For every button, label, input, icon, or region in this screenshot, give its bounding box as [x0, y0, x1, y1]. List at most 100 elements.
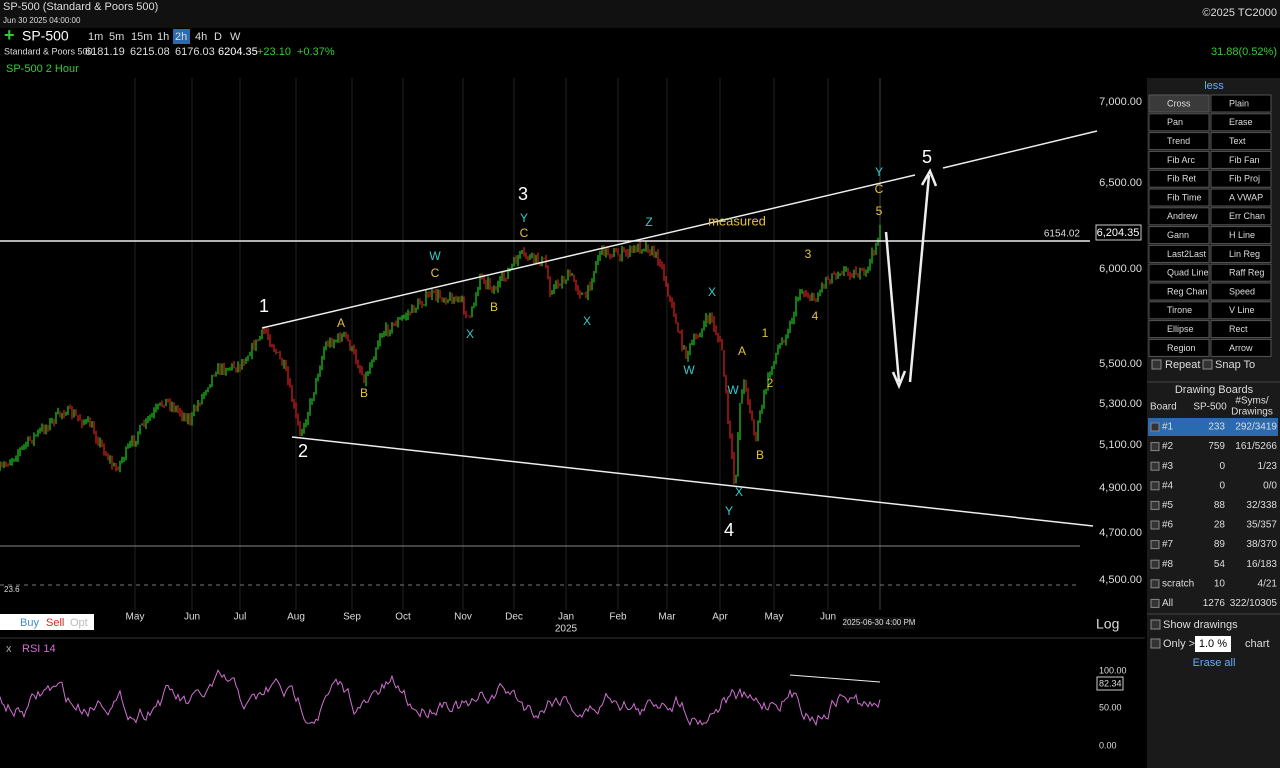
- board-syms: 161/5266: [1235, 441, 1277, 452]
- tool-button[interactable]: [1210, 263, 1272, 282]
- tool-button[interactable]: [1148, 320, 1210, 339]
- tool-label: Plain: [1229, 98, 1249, 108]
- tool-button[interactable]: [1148, 94, 1210, 113]
- tool-label: Fib Time: [1167, 192, 1202, 202]
- timeframe[interactable]: 1m: [88, 31, 103, 43]
- tool-button[interactable]: [1210, 188, 1272, 207]
- tool-button[interactable]: [1148, 113, 1210, 132]
- timeframe[interactable]: W: [230, 31, 241, 43]
- window-title: SP-500 (Standard & Poors 500): [3, 1, 158, 13]
- price-tick-label: 4,500.00: [1099, 574, 1142, 586]
- tool-button[interactable]: [1210, 320, 1272, 339]
- tool-button[interactable]: [1210, 301, 1272, 320]
- timeframe[interactable]: 15m: [131, 31, 152, 43]
- price-tick-label: 5,500.00: [1099, 358, 1142, 370]
- chart-label: SP-500 2 Hour: [6, 63, 79, 75]
- month-label: Dec: [505, 612, 523, 623]
- time-box: [844, 617, 914, 629]
- tool-button[interactable]: [1210, 226, 1272, 245]
- tool-button[interactable]: [1148, 132, 1210, 151]
- tool-button[interactable]: [1210, 207, 1272, 226]
- board-name: #2: [1162, 441, 1174, 452]
- opt[interactable]: Opt: [70, 617, 88, 629]
- snap-box[interactable]: [1202, 359, 1213, 370]
- add-icon[interactable]: +: [4, 25, 15, 45]
- change: +23.10: [257, 46, 291, 58]
- tool-button[interactable]: [1210, 150, 1272, 169]
- wave-label: 3: [805, 247, 812, 261]
- board-syms: 1/23: [1258, 461, 1278, 472]
- tool-button[interactable]: [1148, 207, 1210, 226]
- board-check[interactable]: [1150, 442, 1160, 452]
- show-box[interactable]: [1150, 619, 1161, 630]
- board-name: scratch: [1162, 578, 1194, 589]
- board-check[interactable]: [1150, 559, 1160, 569]
- tool-button[interactable]: [1148, 226, 1210, 245]
- board-check[interactable]: [1150, 500, 1160, 510]
- board-check[interactable]: [1150, 461, 1160, 471]
- board-name: #5: [1162, 500, 1174, 511]
- tool-label: Fib Ret: [1167, 174, 1197, 184]
- buy[interactable]: Buy: [20, 617, 39, 629]
- tool-label: Last2Last: [1167, 249, 1207, 259]
- tool-button[interactable]: [1148, 188, 1210, 207]
- show-drawings: Show drawings: [1163, 619, 1238, 631]
- high: 6215.08: [130, 46, 170, 58]
- month-label: Nov: [454, 612, 472, 623]
- only-box[interactable]: [1150, 638, 1161, 649]
- tool-label: Gann: [1167, 230, 1189, 240]
- tool-button[interactable]: [1210, 94, 1272, 113]
- repeat-box[interactable]: [1151, 359, 1162, 370]
- timeframe[interactable]: 1h: [157, 31, 169, 43]
- board-check[interactable]: [1150, 520, 1160, 530]
- price-axis: 7,000.00 6,500.00 6,000.00 5,500.00 5,300.00…: [1099, 96, 1142, 586]
- timeframe[interactable]: 4h: [195, 31, 207, 43]
- tool-label: Speed: [1229, 286, 1255, 296]
- rsi-close[interactable]: x: [6, 643, 12, 655]
- board-syms: 32/338: [1246, 500, 1277, 511]
- sell[interactable]: Sell: [46, 617, 64, 629]
- tool-label: V Line: [1229, 305, 1255, 315]
- wave-label: X: [583, 314, 591, 328]
- tool-button[interactable]: [1210, 282, 1272, 301]
- tool-label: Fib Arc: [1167, 155, 1196, 165]
- tool-button[interactable]: [1210, 338, 1272, 357]
- board-check[interactable]: [1150, 598, 1160, 608]
- pct-input[interactable]: [1195, 636, 1231, 652]
- tool-button[interactable]: [1210, 132, 1272, 151]
- tool-button[interactable]: [1148, 169, 1210, 188]
- board-check[interactable]: [1150, 540, 1160, 550]
- tool-button[interactable]: [1148, 282, 1210, 301]
- timeframe[interactable]: 5m: [109, 31, 124, 43]
- board-count: 54: [1214, 559, 1226, 570]
- board-check[interactable]: [1150, 422, 1160, 432]
- rsi-line: [0, 669, 881, 727]
- board-check[interactable]: [1150, 579, 1160, 589]
- scale-toggle[interactable]: Log: [1096, 616, 1119, 632]
- wave-label: Z: [645, 215, 652, 229]
- tool-button[interactable]: [1210, 169, 1272, 188]
- timeframe[interactable]: D: [214, 31, 222, 43]
- pct: 1.0 %: [1199, 638, 1227, 650]
- board-check[interactable]: [1150, 481, 1160, 491]
- less[interactable]: less: [1204, 80, 1224, 92]
- tool-button[interactable]: [1148, 263, 1210, 282]
- tool-button[interactable]: [1148, 338, 1210, 357]
- only: Only >: [1163, 638, 1195, 650]
- board-selected: [1148, 418, 1278, 436]
- rsi-axis: 100.00 82.34 50.00 0.00: [1096, 665, 1127, 750]
- wave-label: 5: [876, 204, 883, 218]
- tool-button[interactable]: [1210, 244, 1272, 263]
- symbol[interactable]: SP-500: [22, 28, 69, 44]
- erase-all[interactable]: Erase all: [1193, 657, 1236, 669]
- price-tick-label: 4,900.00: [1099, 482, 1142, 494]
- tool-button[interactable]: [1148, 301, 1210, 320]
- tool-button[interactable]: [1148, 150, 1210, 169]
- tool-button[interactable]: [1210, 113, 1272, 132]
- month-label: May: [765, 612, 784, 623]
- boards-head: #Syms/: [1235, 396, 1269, 407]
- tool-button[interactable]: [1148, 244, 1210, 263]
- timeframe[interactable]: 2h: [175, 31, 187, 43]
- tool-label: Pan: [1167, 117, 1183, 127]
